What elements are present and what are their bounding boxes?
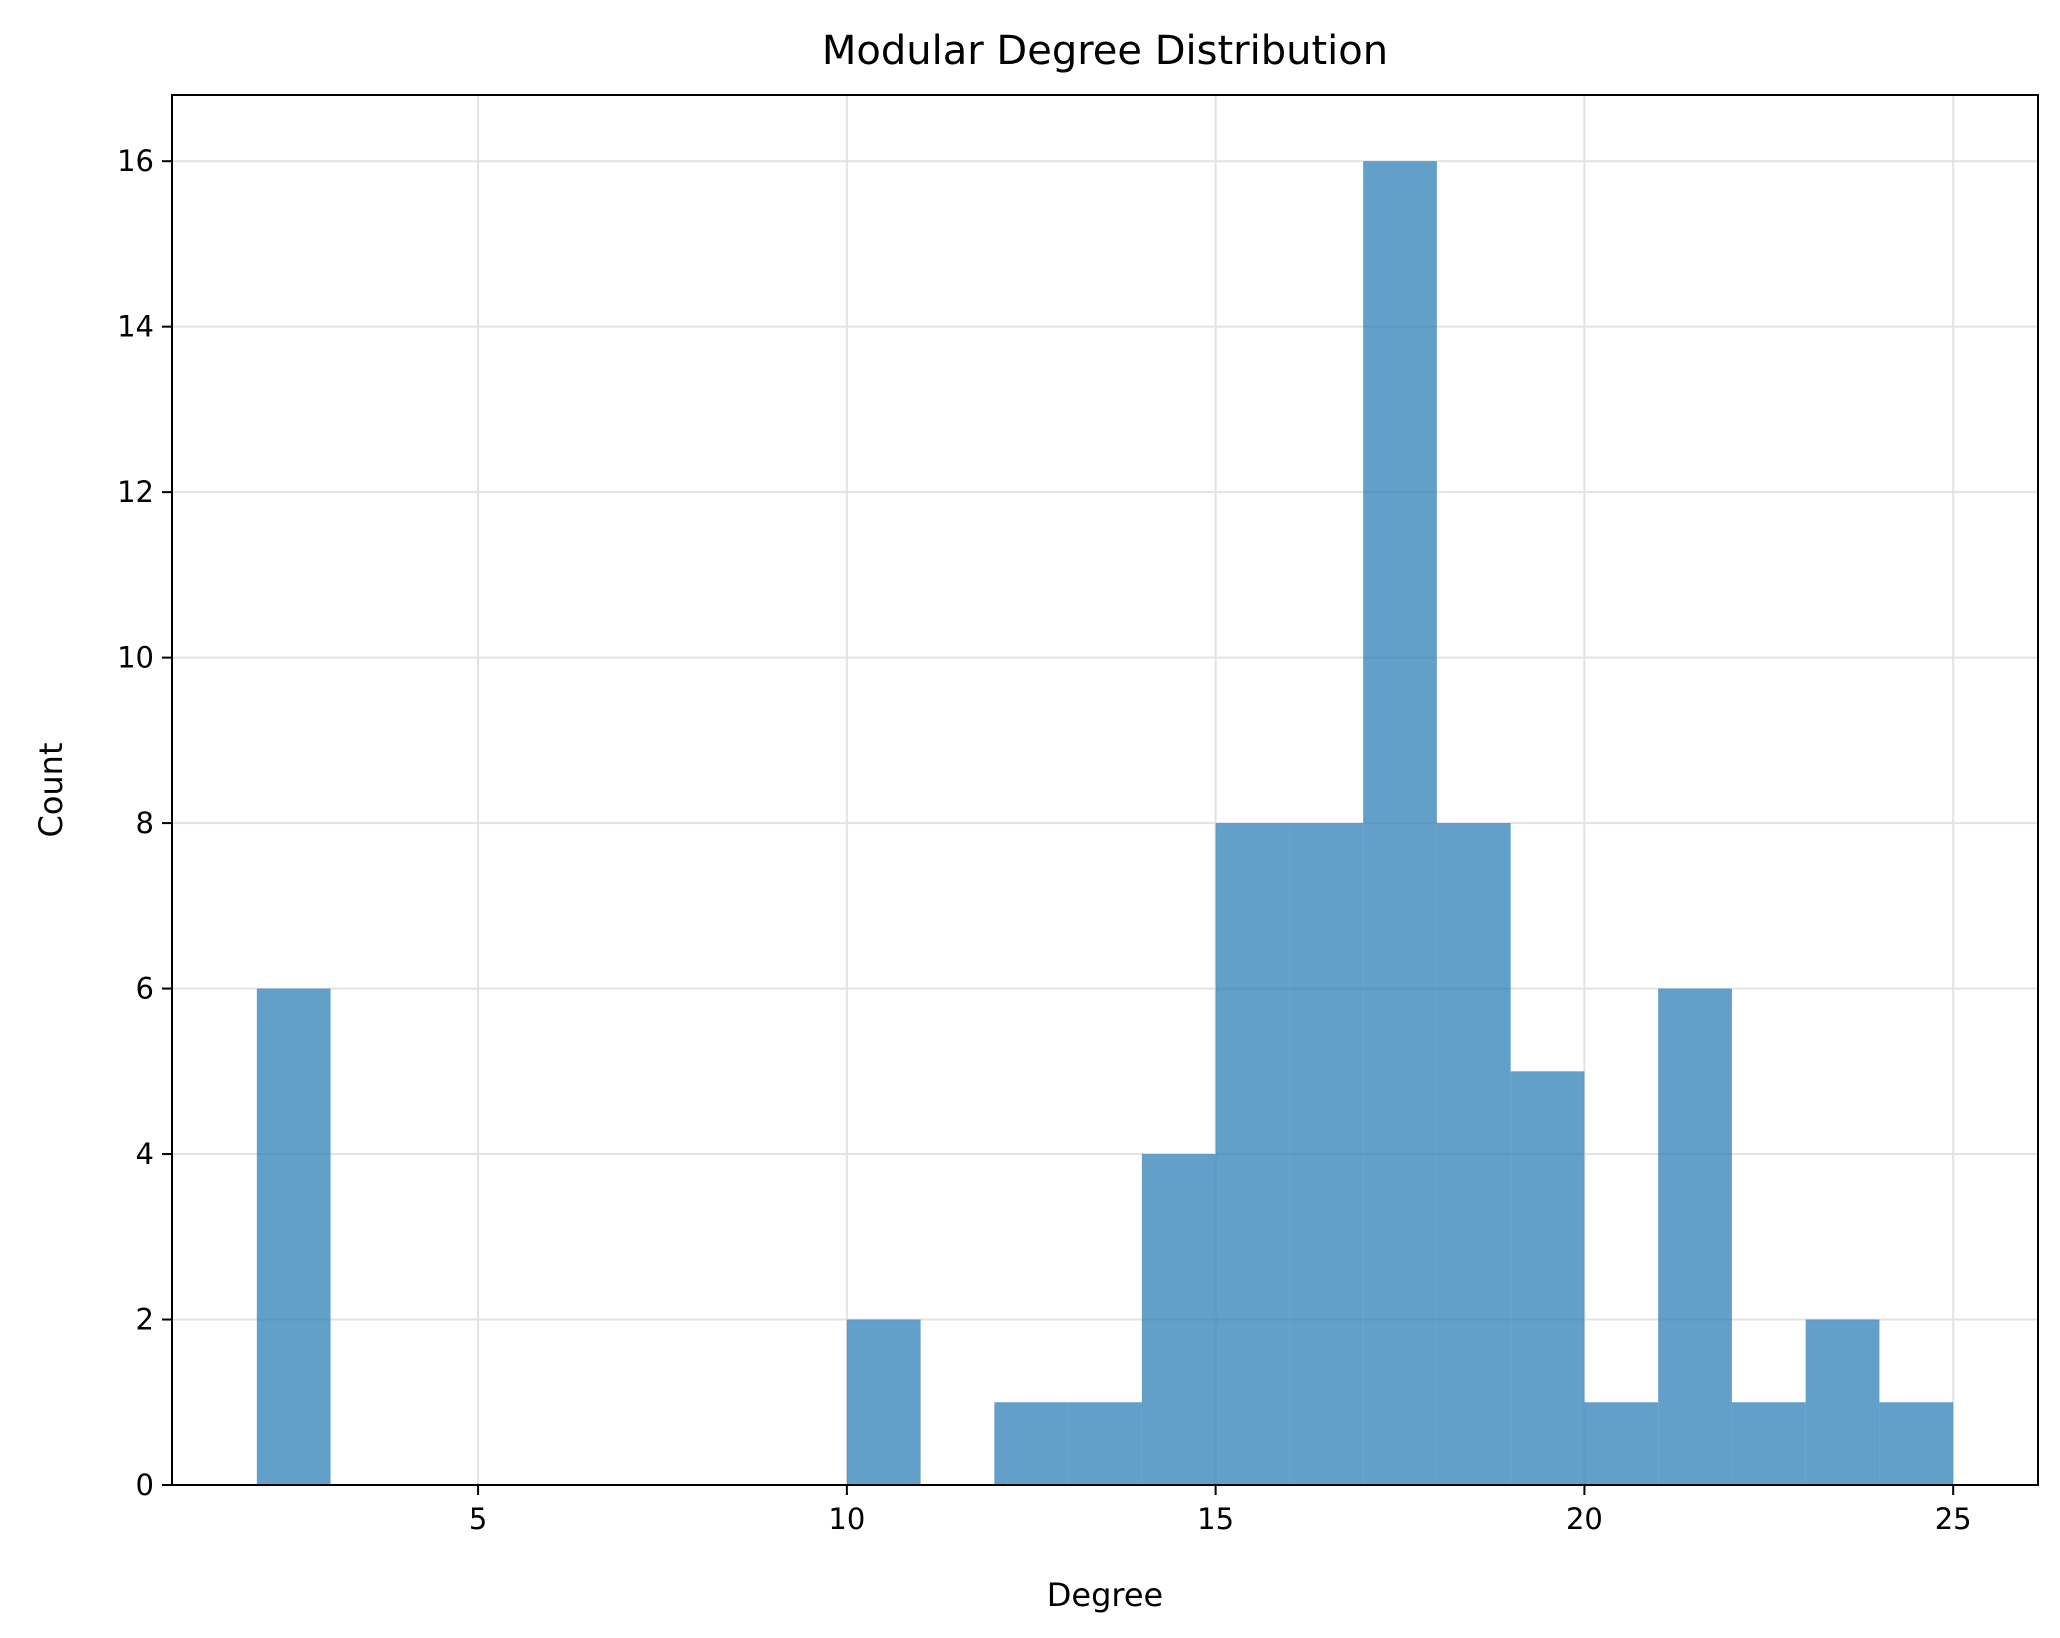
plot-frame: [171, 94, 2039, 1486]
y-tick-label: 0: [136, 1468, 154, 1502]
grid-lines: [172, 95, 2038, 1486]
x-tick-label: 10: [828, 1502, 865, 1536]
histogram-bar: [1510, 1071, 1585, 1485]
y-tick-label: 16: [117, 144, 154, 178]
y-tick-label: 12: [117, 475, 154, 509]
y-tick-label: 14: [117, 310, 154, 344]
histogram-bar: [256, 988, 331, 1485]
y-tick-label: 6: [136, 972, 154, 1006]
histogram-bars: [256, 161, 1954, 1486]
x-tick-label: 15: [1197, 1502, 1234, 1536]
histogram-bar: [1363, 161, 1437, 1486]
histogram-bar: [1731, 1402, 1806, 1485]
x-tick-label: 25: [1935, 1502, 1972, 1536]
y-axis-label: Count: [32, 742, 70, 837]
x-axis-label: Degree: [1047, 1576, 1163, 1614]
x-tick-label: 5: [469, 1502, 487, 1536]
histogram-bar: [994, 1402, 1069, 1485]
histogram-bar: [1436, 823, 1511, 1485]
y-tick-label: 4: [136, 1137, 154, 1171]
y-tick-label: 8: [136, 806, 154, 840]
x-tick-label: 20: [1566, 1502, 1603, 1536]
histogram-bar: [1289, 823, 1364, 1485]
histogram-bar: [1068, 1402, 1142, 1485]
histogram-bar: [1879, 1402, 1954, 1485]
histogram-bar: [1584, 1402, 1659, 1485]
y-axis-ticks: 0 2 4 6 8 10 12 14 16: [117, 144, 172, 1502]
histogram-bar: [1215, 823, 1290, 1485]
x-axis-ticks: 5 10 15 20 25: [469, 1485, 1972, 1536]
histogram-bar: [1805, 1319, 1880, 1485]
histogram-bar: [846, 1319, 921, 1485]
histogram-bar: [1141, 1154, 1216, 1485]
y-tick-label: 10: [117, 641, 154, 675]
histogram-bar: [1658, 988, 1732, 1485]
y-tick-label: 2: [136, 1303, 154, 1337]
chart-title: Modular Degree Distribution: [822, 28, 1388, 74]
